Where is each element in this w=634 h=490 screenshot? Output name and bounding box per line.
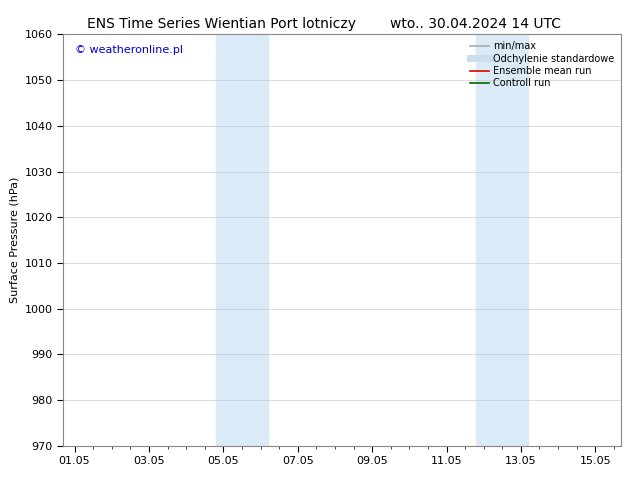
Legend: min/max, Odchylenie standardowe, Ensemble mean run, Controll run: min/max, Odchylenie standardowe, Ensembl… bbox=[468, 39, 616, 90]
Text: ENS Time Series Wientian Port lotniczy: ENS Time Series Wientian Port lotniczy bbox=[87, 17, 356, 31]
Text: wto.. 30.04.2024 14 UTC: wto.. 30.04.2024 14 UTC bbox=[390, 17, 561, 31]
Bar bbox=[476, 34, 528, 446]
Y-axis label: Surface Pressure (hPa): Surface Pressure (hPa) bbox=[10, 177, 19, 303]
Bar bbox=[216, 34, 268, 446]
Text: © weatheronline.pl: © weatheronline.pl bbox=[75, 45, 183, 54]
